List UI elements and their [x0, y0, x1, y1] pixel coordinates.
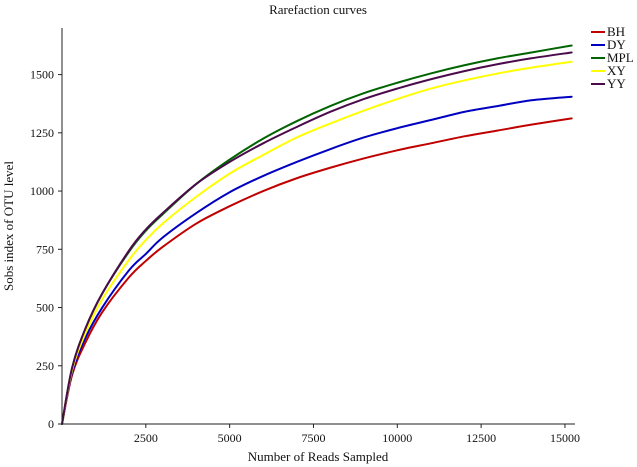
series-lines [61, 44, 573, 425]
legend-label-xy: XY [607, 63, 626, 78]
y-tick-label: 500 [36, 301, 54, 315]
x-axis-ticks: 2500 5000 7500 10000 12500 15000 [134, 424, 580, 445]
x-tick-label: 5000 [218, 431, 242, 445]
legend-label-mpl: MPL [607, 50, 634, 65]
x-tick-label: 10000 [382, 431, 412, 445]
y-axis-ticks: 0 250 500 750 1000 1250 1500 [30, 68, 62, 431]
legend-label-yy: YY [607, 76, 626, 91]
series-line-xy [61, 60, 573, 425]
legend-label-bh: BH [607, 24, 625, 39]
x-tick-label: 15000 [550, 431, 580, 445]
chart-title: Rarefaction curves [269, 2, 367, 17]
x-tick-label: 2500 [134, 431, 158, 445]
y-tick-label: 750 [36, 242, 54, 256]
series-line-mpl [61, 44, 573, 425]
y-tick-label: 1250 [30, 126, 54, 140]
legend-label-dy: DY [607, 37, 626, 52]
y-tick-label: 1500 [30, 68, 54, 82]
y-tick-label: 0 [48, 417, 54, 431]
y-axis-label: Sobs index of OTU level [1, 161, 16, 291]
y-tick-label: 250 [36, 359, 54, 373]
series-line-yy [61, 51, 573, 425]
x-tick-label: 7500 [301, 431, 325, 445]
series-line-bh [61, 117, 573, 425]
x-tick-label: 12500 [466, 431, 496, 445]
y-tick-label: 1000 [30, 184, 54, 198]
x-axis-label: Number of Reads Sampled [248, 449, 389, 464]
series-line-dy [61, 95, 573, 425]
